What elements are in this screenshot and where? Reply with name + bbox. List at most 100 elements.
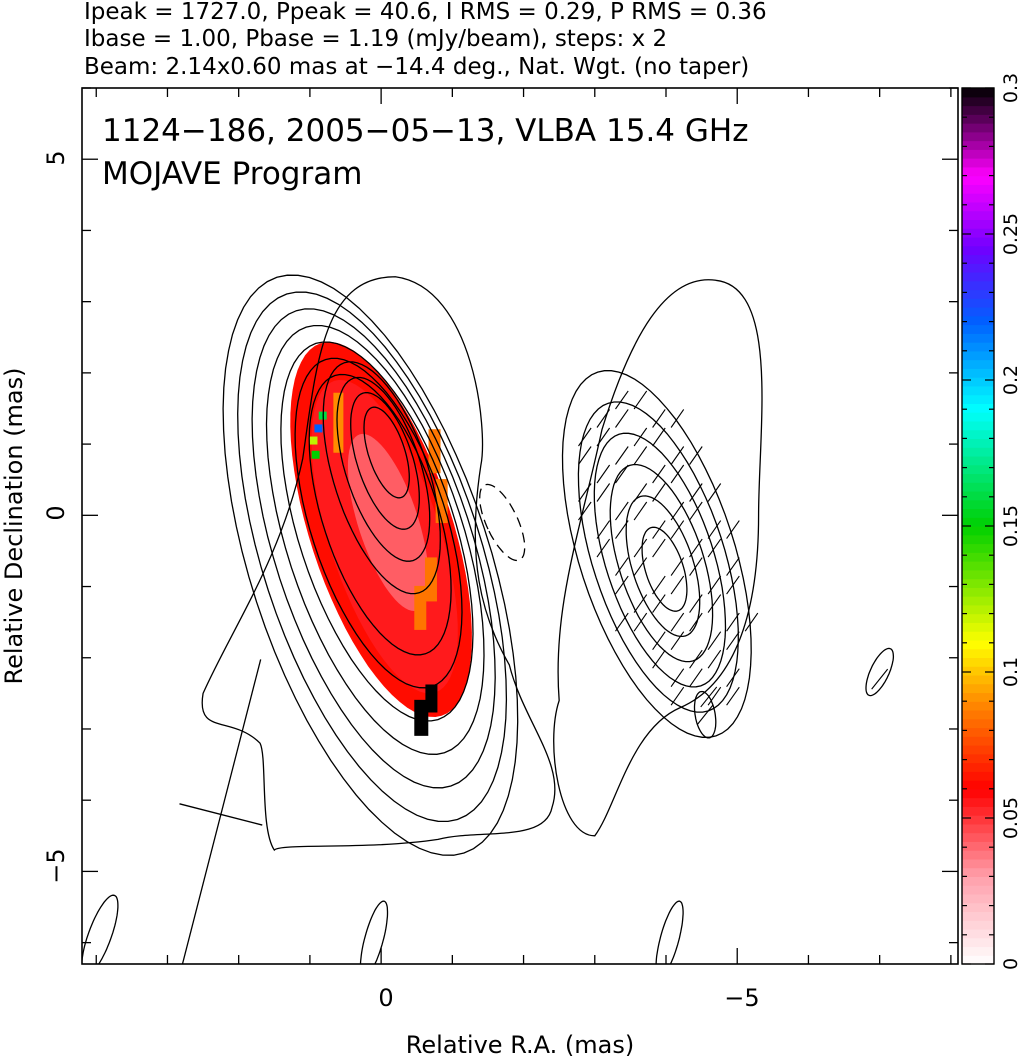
colorbar-step [962,762,994,772]
polarization-vector [689,612,703,632]
colorbar-step [962,858,994,869]
polarization-vector [633,446,648,465]
polarization-vector [670,557,685,576]
polarization-vector [596,538,611,558]
jet-contour [625,495,701,638]
colorbar-label-0: 0 [1000,958,1022,970]
colorbar-step [962,745,994,755]
colorbar-step [962,666,994,676]
polarization-edge-pixel [311,450,320,459]
polarization-vector [633,557,648,576]
core-contour [222,274,519,856]
colorbar-label-0.1: 0.1 [1000,657,1022,687]
polarization-vector [689,483,703,502]
colorbar-step [962,263,994,273]
polarization-vector [689,446,703,465]
misc-marks [179,659,263,964]
colorbar-label-0.3: 0.3 [1000,73,1022,103]
polarization-vector [670,612,685,632]
colorbar-step [962,797,994,807]
polarization-vector [670,501,685,521]
polarization-vector [652,631,666,651]
colorbar-step [962,543,994,553]
colorbar-step [962,718,994,729]
polarization-vector [707,483,722,502]
colorbar-step [962,420,994,431]
colorbar-step [962,368,994,378]
polarization-vector [615,501,629,521]
colorbar-step [962,490,994,501]
colorbar-step [962,736,994,746]
colorbar-step [962,508,994,518]
header-base-levels: Ibase = 1.00, Pbase = 1.19 (mJy/beam), s… [84,26,667,52]
plot-frame [81,87,959,965]
polarization-vector [689,501,703,521]
polarization-vector [689,649,703,669]
jet-contour [593,432,727,688]
polarization-vector [596,483,611,502]
polarization-vector [596,409,611,428]
core-contour [294,357,463,689]
saturated-pixel-block [414,699,429,736]
polarization-vector [652,575,666,595]
colorbar-step [962,928,994,939]
core-contour [280,341,474,722]
polarization-vector [726,520,740,539]
polarization-vector [615,575,629,595]
polarization-vector [652,538,666,558]
polarization-edge-pixel [424,557,437,602]
colorbar-step [962,359,994,369]
colorbar-step [962,867,994,877]
colorbar-step [962,534,994,545]
colorbar-step [962,482,994,492]
colorbar-step [962,552,994,562]
polarization-vector [652,520,666,539]
polarization-vector [726,631,740,651]
polarization-vector [652,409,666,428]
y-tick-label-0: 0 [42,505,70,520]
polarization-vector [670,575,685,595]
polarization-vector [596,464,611,484]
colorbar-step [962,219,994,229]
colorbar-step [962,683,994,694]
polarization-vector [726,557,740,576]
jet-contour [577,401,739,713]
colorbar-step [962,412,994,422]
colorbar-step [962,955,994,965]
polarization-vector [670,409,685,428]
y-tick-label-5: 5 [42,150,70,165]
colorbar-step [962,324,994,334]
polarization-vector [578,427,592,447]
colorbar-step [962,394,994,404]
colorbar-step [962,228,994,238]
polarization-vector [615,464,629,484]
polarization-vector [633,612,648,632]
colorbar-step [962,876,994,886]
polarization-vector [633,427,648,447]
colorbar-step [962,210,994,220]
colorbar-step [962,350,994,361]
colorbar [962,88,994,965]
total-intensity-contours [82,274,895,964]
saturated-pixel-block [425,684,438,713]
plot-area [82,274,895,964]
colorbar-step [962,753,994,764]
polarization-vector [707,594,722,613]
colorbar-step [962,333,994,343]
polarization-vector [689,538,703,558]
polarization-vector [744,612,759,632]
colorbar-step [962,815,994,825]
colorbar-step [962,455,994,466]
polarization-vector [652,483,666,502]
polarization-vector [652,464,666,484]
polarization-vector [596,520,611,539]
polarization-edge-pixel [314,424,323,433]
colorbar-step [962,298,994,308]
colorbar-step [962,88,994,98]
polarization-vector [707,575,722,595]
colorbar-step [962,385,994,396]
polarization-vector [652,649,666,669]
colorbar-step [962,131,994,142]
noise-contour [82,894,119,964]
colorbar-step [962,307,994,317]
